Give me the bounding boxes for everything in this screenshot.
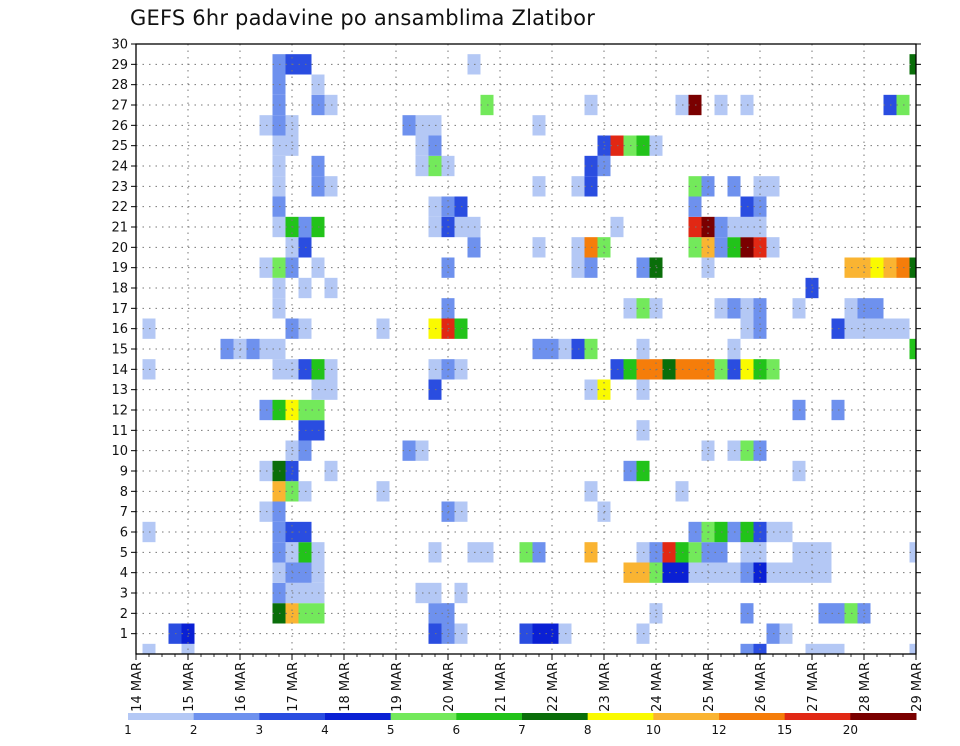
y-tick-label: 26 bbox=[111, 119, 128, 134]
y-tick-label: 8 bbox=[120, 485, 128, 500]
x-tick-label: 28 MAR bbox=[858, 662, 873, 712]
y-tick-label: 24 bbox=[111, 160, 128, 175]
colorbar-segment bbox=[719, 713, 786, 720]
heatmap-cell bbox=[831, 643, 845, 654]
x-tick-label: 16 MAR bbox=[234, 662, 249, 712]
y-tick-label: 30 bbox=[111, 38, 128, 53]
y-tick-label: 19 bbox=[111, 261, 128, 276]
y-tick-label: 20 bbox=[111, 241, 128, 256]
colorbar-segment bbox=[784, 713, 851, 720]
x-tick-label: 20 MAR bbox=[442, 662, 457, 712]
y-tick-label: 12 bbox=[111, 404, 128, 419]
y-tick-label: 15 bbox=[111, 343, 128, 358]
colorbar-label: 4 bbox=[321, 723, 329, 737]
y-tick-label: 5 bbox=[120, 546, 128, 561]
y-tick-label: 27 bbox=[111, 99, 128, 114]
y-tick-label: 11 bbox=[111, 424, 128, 439]
chart-title: GEFS 6hr padavine po ansamblima Zlatibor bbox=[130, 6, 596, 30]
x-tick-label: 27 MAR bbox=[806, 662, 821, 712]
colorbar-label: 15 bbox=[777, 723, 792, 737]
x-tick-label: 18 MAR bbox=[338, 662, 353, 712]
colorbar-segment bbox=[522, 713, 589, 720]
heatmap-cell bbox=[909, 257, 916, 278]
colorbar-segment bbox=[259, 713, 326, 720]
colorbar-segment bbox=[128, 713, 195, 720]
colorbar-label: 20 bbox=[843, 723, 858, 737]
y-tick-label: 22 bbox=[111, 200, 128, 215]
x-tick-label: 24 MAR bbox=[650, 662, 665, 712]
heatmap-cell bbox=[740, 643, 754, 654]
heatmap-cell bbox=[142, 643, 156, 654]
heatmap-cell bbox=[909, 643, 916, 654]
colorbar-label: 3 bbox=[256, 723, 264, 737]
heatmap-cell bbox=[909, 542, 916, 563]
colorbar-segment bbox=[193, 713, 260, 720]
colorbar-label: 2 bbox=[190, 723, 198, 737]
x-tick-label: 26 MAR bbox=[754, 662, 769, 712]
x-tick-label: 29 MAR bbox=[910, 662, 925, 712]
colorbar-label: 5 bbox=[387, 723, 395, 737]
x-tick-label: 23 MAR bbox=[598, 662, 613, 712]
x-tick-label: 21 MAR bbox=[494, 662, 509, 712]
x-tick-label: 17 MAR bbox=[286, 662, 301, 712]
x-tick-label: 15 MAR bbox=[182, 662, 197, 712]
y-tick-label: 1 bbox=[120, 627, 128, 642]
y-tick-label: 14 bbox=[111, 363, 128, 378]
x-tick-label: 22 MAR bbox=[546, 662, 561, 712]
heatmap-cell bbox=[909, 338, 916, 360]
colorbar-segment bbox=[850, 713, 917, 720]
colorbar-label: 1 bbox=[124, 723, 132, 737]
colorbar-segment bbox=[653, 713, 720, 720]
y-tick-label: 17 bbox=[111, 302, 128, 317]
y-tick-label: 23 bbox=[111, 180, 128, 195]
x-tick-label: 19 MAR bbox=[390, 662, 405, 712]
x-tick-label: 25 MAR bbox=[702, 662, 717, 712]
y-tick-label: 7 bbox=[120, 505, 128, 520]
y-tick-label: 16 bbox=[111, 322, 128, 337]
colorbar-segment bbox=[390, 713, 457, 720]
heatmap-cell bbox=[909, 54, 916, 75]
colorbar-segment bbox=[325, 713, 392, 720]
heatmap-cell bbox=[818, 643, 832, 654]
colorbar-segment bbox=[456, 713, 523, 720]
colorbar-label: 7 bbox=[518, 723, 526, 737]
y-tick-label: 13 bbox=[111, 383, 128, 398]
y-tick-label: 3 bbox=[120, 587, 128, 602]
x-tick-label: 14 MAR bbox=[130, 662, 145, 712]
y-tick-label: 29 bbox=[111, 58, 128, 73]
y-tick-label: 25 bbox=[111, 139, 128, 154]
y-tick-label: 18 bbox=[111, 282, 128, 297]
y-tick-label: 6 bbox=[120, 526, 128, 541]
colorbar-label: 6 bbox=[453, 723, 461, 737]
y-tick-label: 4 bbox=[120, 566, 128, 581]
y-tick-label: 10 bbox=[111, 444, 128, 459]
y-tick-label: 28 bbox=[111, 78, 128, 93]
colorbar-label: 8 bbox=[584, 723, 592, 737]
y-tick-label: 9 bbox=[120, 465, 128, 480]
y-tick-label: 21 bbox=[111, 221, 128, 236]
colorbar-label: 10 bbox=[646, 723, 661, 737]
colorbar-segment bbox=[587, 713, 654, 720]
colorbar-label: 12 bbox=[711, 723, 726, 737]
y-tick-label: 2 bbox=[120, 607, 128, 622]
